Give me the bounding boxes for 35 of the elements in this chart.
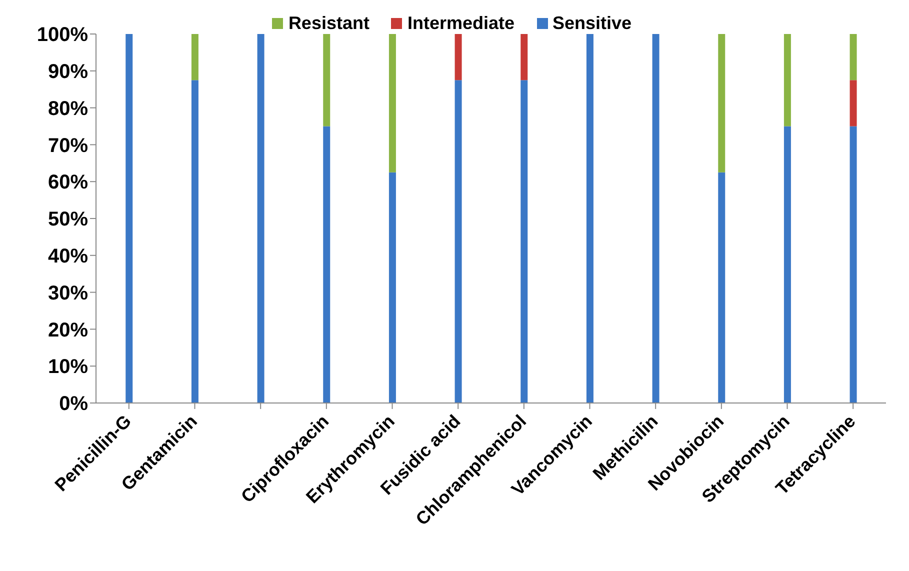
- bar: [850, 34, 857, 80]
- legend-label: Resistant: [287, 13, 370, 34]
- legend-label: Intermediate: [406, 13, 515, 34]
- bar: [191, 34, 198, 80]
- bar: [257, 34, 264, 403]
- legend-label: Sensitive: [552, 13, 632, 34]
- y-tick-label: 0%: [59, 393, 88, 416]
- bar: [784, 34, 791, 126]
- bar: [454, 80, 462, 403]
- y-tick-label: 60%: [48, 172, 88, 194]
- y-tick-label: 10%: [48, 356, 88, 378]
- y-tick-label: 30%: [48, 282, 88, 304]
- bar: [850, 126, 857, 403]
- bar: [520, 34, 528, 80]
- y-tick-label: 50%: [48, 208, 88, 231]
- bar: [126, 34, 133, 403]
- bar: [586, 34, 594, 403]
- bar: [850, 80, 857, 126]
- bar: [454, 34, 462, 80]
- y-tick-label: 100%: [36, 24, 88, 46]
- bar: [388, 34, 396, 172]
- bar: [520, 80, 528, 403]
- bar: [323, 34, 330, 126]
- bar: [784, 126, 791, 403]
- y-tick-label: 40%: [48, 246, 88, 268]
- y-tick-label: 90%: [48, 61, 88, 83]
- bar: [652, 34, 660, 403]
- bar: [718, 172, 726, 403]
- bar: [323, 126, 330, 403]
- y-tick-label: 20%: [48, 319, 88, 342]
- bar: [718, 34, 726, 172]
- y-tick-label: 80%: [48, 98, 88, 120]
- y-tick-label: 70%: [48, 134, 88, 157]
- bar: [388, 172, 396, 403]
- bar: [191, 80, 198, 403]
